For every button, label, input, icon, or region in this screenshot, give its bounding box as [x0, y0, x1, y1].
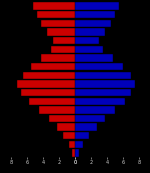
Bar: [75, 115, 105, 122]
Bar: [17, 80, 75, 88]
Bar: [75, 28, 105, 36]
Bar: [39, 106, 75, 113]
Bar: [21, 89, 75, 96]
Bar: [75, 46, 103, 53]
Bar: [75, 98, 125, 105]
Bar: [37, 11, 75, 18]
Bar: [72, 149, 75, 157]
Bar: [75, 106, 115, 113]
Bar: [29, 98, 75, 105]
Bar: [75, 37, 99, 44]
Bar: [75, 80, 135, 88]
Bar: [75, 132, 89, 139]
Bar: [75, 72, 131, 79]
Bar: [75, 2, 119, 10]
Bar: [75, 141, 83, 148]
Bar: [75, 124, 97, 131]
Bar: [47, 28, 75, 36]
Bar: [75, 89, 131, 96]
Bar: [31, 63, 75, 70]
Bar: [49, 115, 75, 122]
Bar: [33, 2, 75, 10]
Bar: [23, 72, 75, 79]
Bar: [41, 54, 75, 62]
Bar: [75, 20, 111, 27]
Bar: [75, 149, 79, 157]
Bar: [57, 124, 75, 131]
Bar: [41, 20, 75, 27]
Bar: [69, 141, 75, 148]
Bar: [63, 132, 75, 139]
Bar: [75, 11, 115, 18]
Bar: [75, 54, 113, 62]
Bar: [51, 46, 75, 53]
Bar: [75, 63, 123, 70]
Bar: [53, 37, 75, 44]
